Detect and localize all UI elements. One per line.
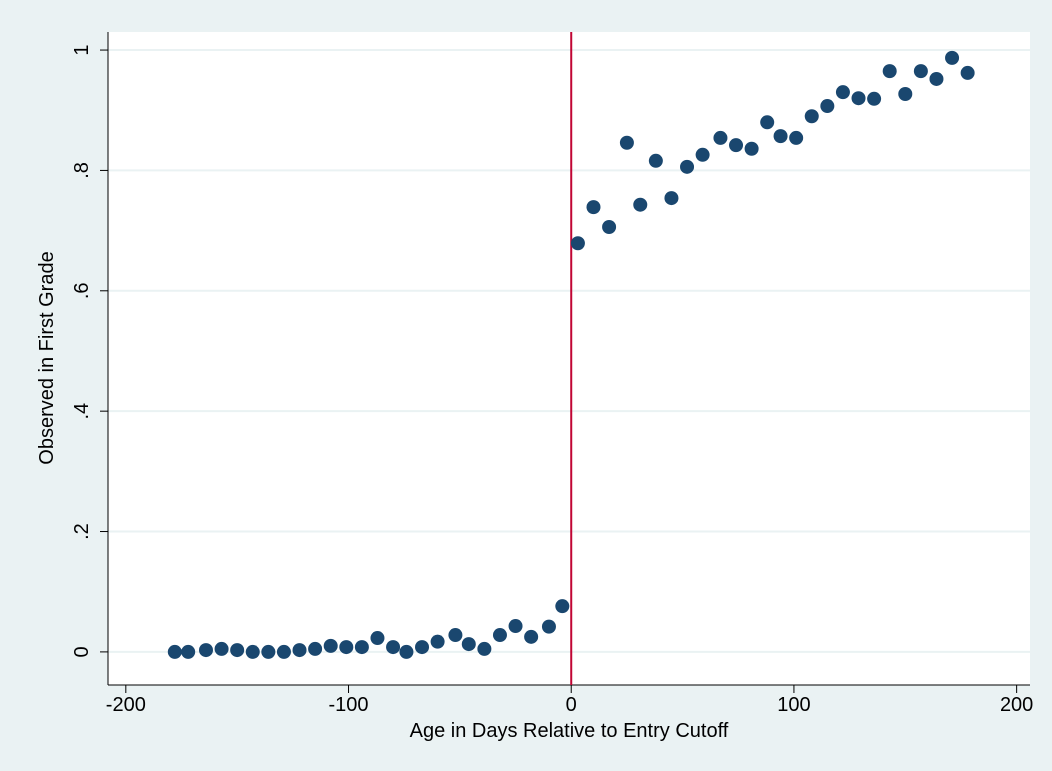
- point: [339, 640, 354, 655]
- point: [508, 619, 523, 634]
- point: [430, 634, 445, 649]
- point: [619, 135, 634, 150]
- point: [835, 85, 850, 100]
- point: [477, 641, 492, 656]
- y-tick-label: .2: [71, 523, 93, 540]
- y-axis-title: Observed in First Grade: [36, 251, 58, 464]
- point: [541, 619, 556, 634]
- point: [586, 200, 601, 215]
- point: [181, 644, 196, 659]
- point: [524, 629, 539, 644]
- point: [633, 197, 648, 212]
- plot-area: [108, 32, 1030, 685]
- x-axis-title: Age in Days Relative to Entry Cutoff: [410, 720, 729, 742]
- x-tick-label: 100: [777, 694, 810, 716]
- point: [744, 141, 759, 156]
- point: [664, 191, 679, 206]
- point: [448, 628, 463, 643]
- point: [399, 644, 414, 659]
- point: [276, 644, 291, 659]
- x-tick-label: 200: [1000, 694, 1033, 716]
- point: [648, 153, 663, 168]
- point: [729, 138, 744, 153]
- point: [308, 641, 323, 656]
- point: [214, 641, 229, 656]
- point: [945, 50, 960, 65]
- x-tick-label: 0: [566, 694, 577, 716]
- point: [929, 71, 944, 86]
- point: [851, 91, 866, 106]
- point: [820, 99, 835, 114]
- point: [230, 643, 245, 658]
- point: [386, 640, 401, 655]
- point: [960, 65, 975, 80]
- point: [492, 628, 507, 643]
- point: [461, 637, 476, 652]
- point: [555, 599, 570, 614]
- point: [867, 91, 882, 106]
- point: [261, 644, 276, 659]
- point: [913, 64, 928, 79]
- y-tick-label: 1: [71, 44, 93, 55]
- point: [570, 236, 585, 251]
- y-tick-label: .4: [71, 403, 93, 420]
- point: [898, 86, 913, 101]
- x-tick-label: -200: [106, 694, 146, 716]
- point: [804, 109, 819, 124]
- y-tick-label: 0: [71, 646, 93, 657]
- point: [198, 643, 213, 658]
- y-tick-label: .8: [71, 162, 93, 179]
- point: [323, 638, 338, 653]
- point: [354, 640, 369, 655]
- point: [245, 644, 260, 659]
- point: [695, 147, 710, 162]
- point: [602, 219, 617, 234]
- point: [760, 115, 775, 130]
- point: [882, 64, 897, 79]
- y-tick-label: .6: [71, 282, 93, 299]
- point: [370, 631, 385, 646]
- point: [167, 644, 182, 659]
- x-tick-label: -100: [329, 694, 369, 716]
- point: [773, 129, 788, 144]
- point: [789, 130, 804, 145]
- point: [415, 640, 430, 655]
- point: [292, 643, 307, 658]
- point: [680, 159, 695, 174]
- point: [713, 130, 728, 145]
